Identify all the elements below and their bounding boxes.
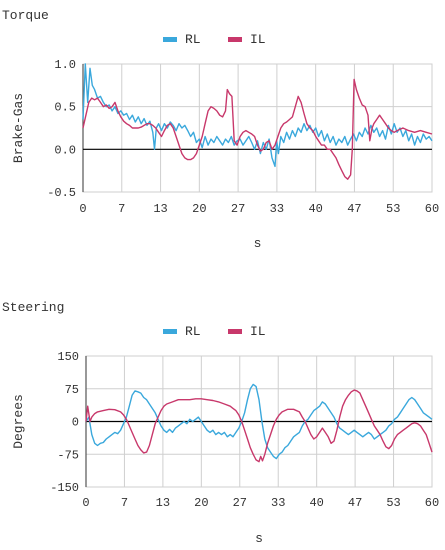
y-tick-label: 75 [65, 383, 79, 397]
legend-swatch-il [228, 37, 242, 42]
x-tick-label: 47 [348, 496, 362, 510]
x-tick-label: 33 [271, 496, 285, 510]
x-tick-label: 20 [194, 496, 208, 510]
chart-title: Steering [2, 300, 64, 315]
x-tick-label: 53 [386, 496, 400, 510]
x-tick-label: 7 [118, 202, 125, 216]
x-axis-label: s [254, 236, 262, 251]
legend-label-rl: RL [185, 324, 201, 339]
x-tick-label: 60 [425, 496, 439, 510]
series-line-rl [85, 383, 433, 460]
x-tick-label: 40 [309, 496, 323, 510]
y-tick-label: 150 [57, 350, 79, 364]
x-tick-label: 33 [270, 202, 284, 216]
chart-torque: Torque RL IL 0 7 13 20 27 33 40 47 53 60 1.0 0.5 0.0 -0.… [2, 8, 439, 251]
legend-label-rl: RL [185, 32, 201, 47]
y-tick-label: -75 [57, 448, 79, 462]
x-tick-label: 20 [192, 202, 206, 216]
y-tick-label: -0.5 [47, 186, 76, 200]
y-axis-label: Brake-Gas [11, 93, 26, 163]
series-line-il [85, 389, 433, 463]
x-tick-label: 27 [233, 496, 247, 510]
legend-label-il: IL [250, 32, 266, 47]
x-tick-label: 7 [121, 496, 128, 510]
x-tick-label: 13 [153, 202, 167, 216]
legend-swatch-rl [163, 37, 177, 42]
legend-label-il: IL [250, 324, 266, 339]
y-tick-label: -150 [50, 481, 79, 495]
legend-swatch-rl [163, 329, 177, 334]
x-tick-label: 40 [308, 202, 322, 216]
x-tick-label: 53 [386, 202, 400, 216]
y-tick-label: 1.0 [54, 58, 76, 72]
series-line-il [82, 78, 433, 180]
x-tick-label: 27 [231, 202, 245, 216]
chart-steering: Steering RL IL 0 7 13 20 27 33 40 47 53 60 150 75 0 -75 -… [2, 300, 439, 546]
x-tick-label: 0 [82, 496, 89, 510]
y-axis-label: Degrees [11, 394, 26, 449]
x-tick-label: 47 [347, 202, 361, 216]
y-tick-label: 0.5 [54, 101, 76, 115]
x-tick-label: 60 [425, 202, 439, 216]
legend-swatch-il [228, 329, 242, 334]
y-tick-label: 0 [72, 416, 79, 430]
chart-title: Torque [2, 8, 49, 23]
x-tick-label: 0 [79, 202, 86, 216]
x-tick-label: 13 [156, 496, 170, 510]
x-axis-label: s [255, 531, 263, 546]
y-tick-label: 0.0 [54, 143, 76, 157]
